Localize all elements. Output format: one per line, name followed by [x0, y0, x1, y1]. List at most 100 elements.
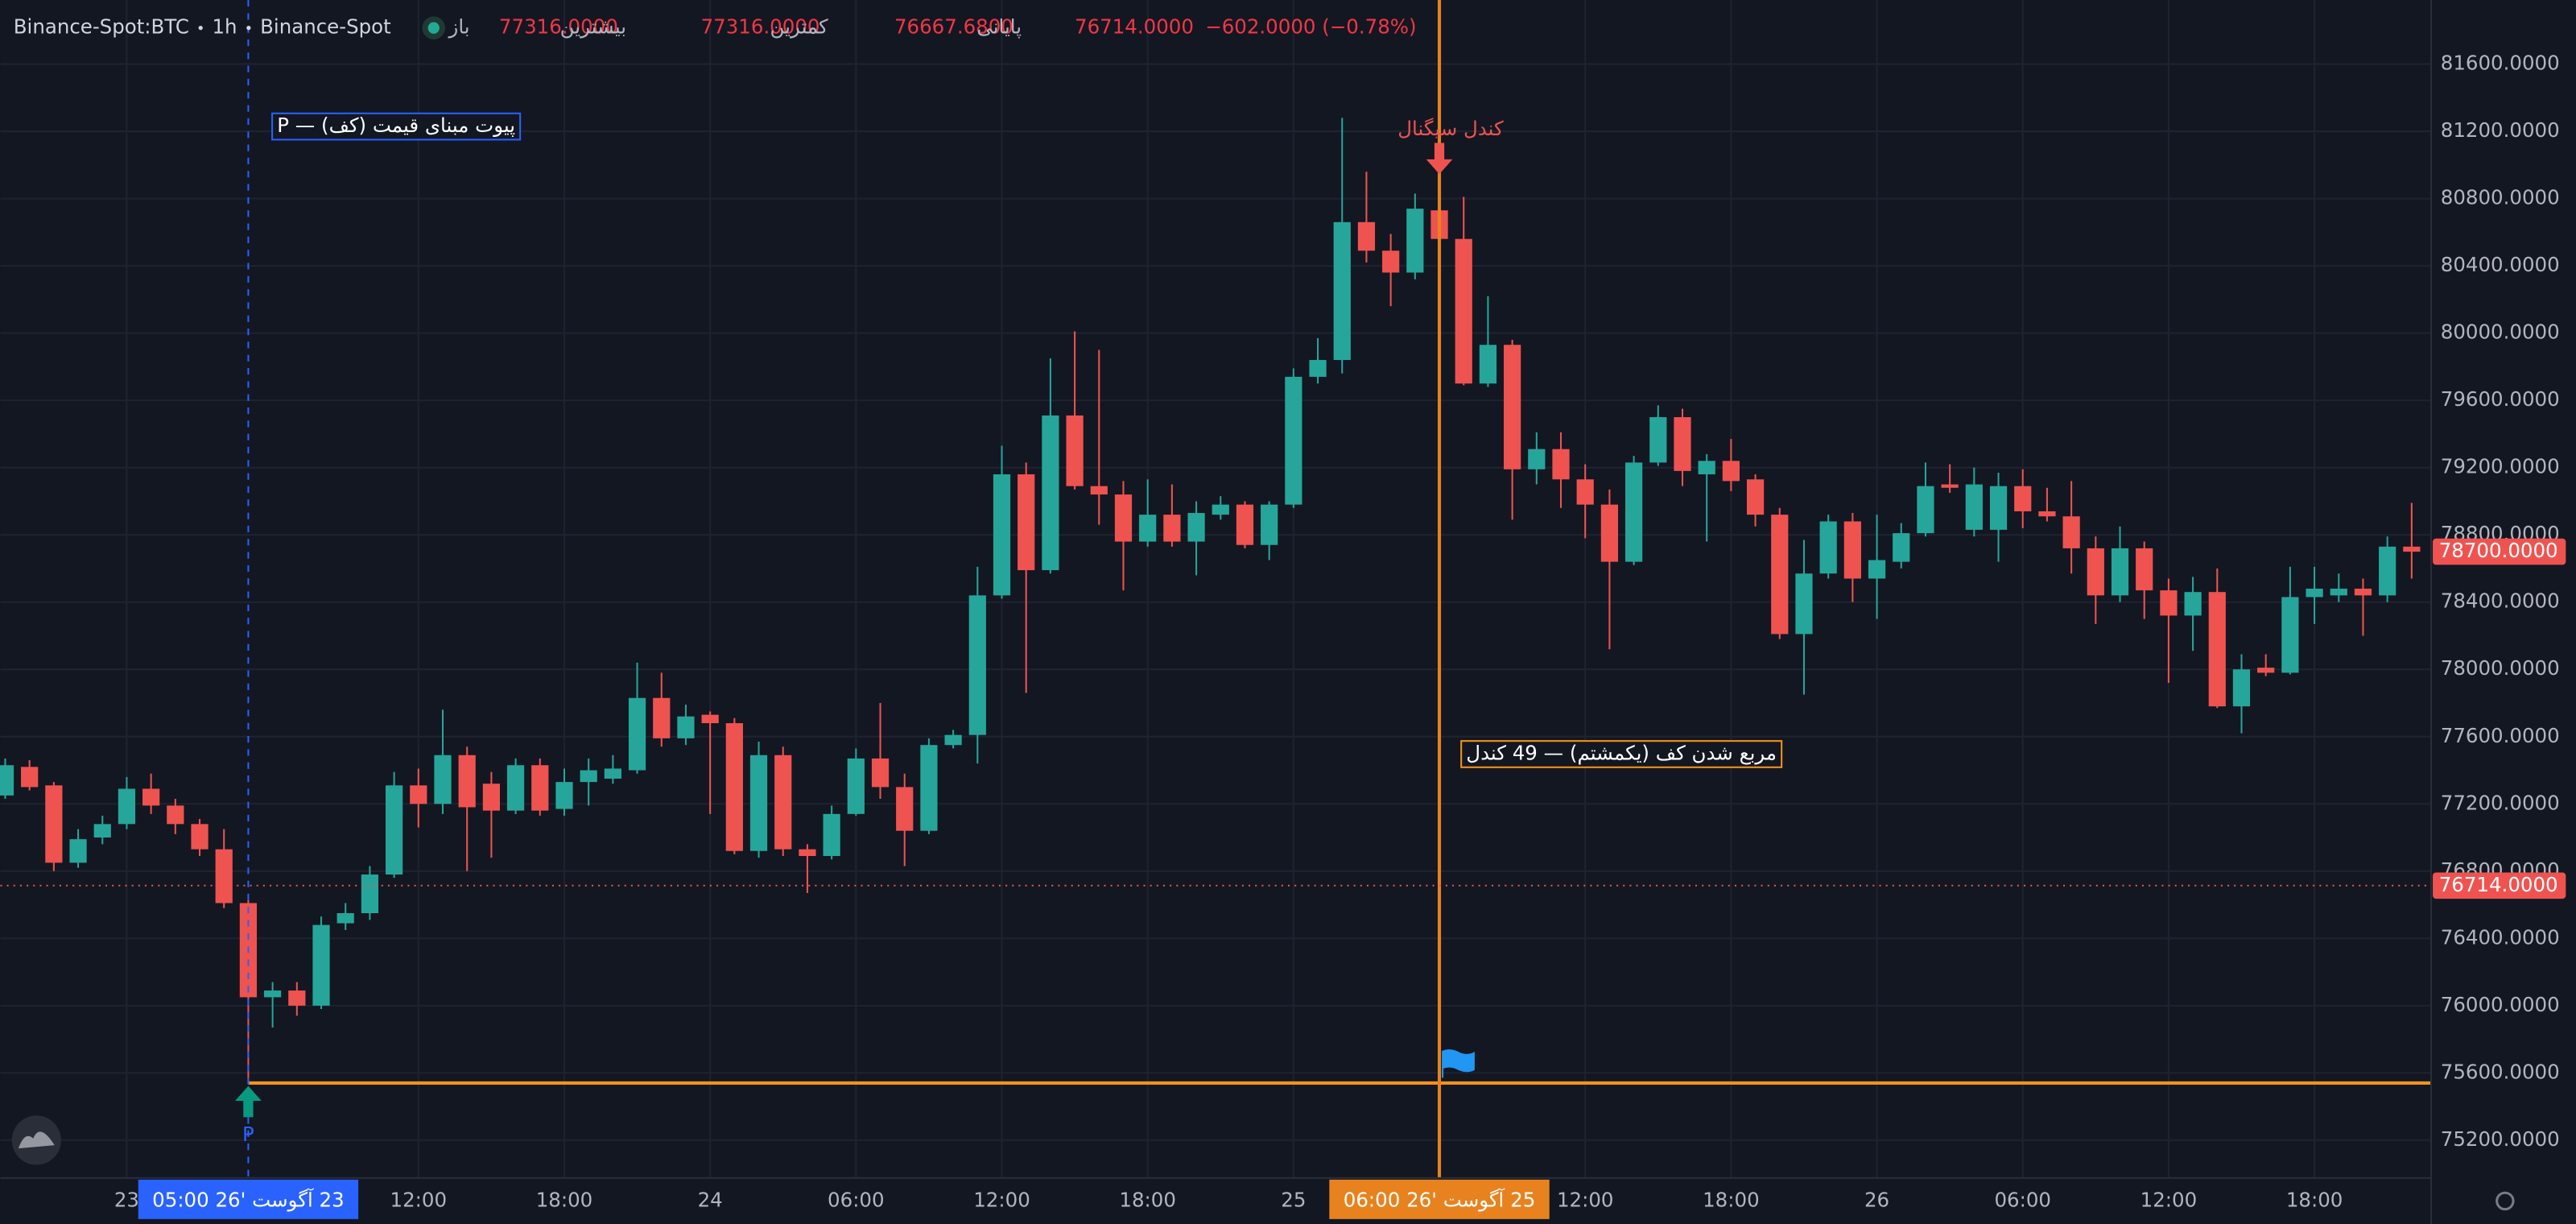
- price-label: 76714.0000: [2439, 873, 2558, 896]
- candle-body: [1576, 479, 1594, 505]
- candle-body: [1941, 484, 1959, 488]
- candle-body: [896, 787, 914, 831]
- x-tick-label: 18:00: [536, 1188, 593, 1211]
- candle-body: [1163, 515, 1181, 542]
- candle-body: [1893, 533, 1910, 562]
- ohlc-label: بیشترین: [560, 15, 626, 39]
- candle-body: [288, 990, 306, 1006]
- candle-body: [142, 788, 160, 806]
- candle-body: [1674, 417, 1691, 471]
- candle-body: [847, 758, 865, 814]
- y-tick-label: 81200.0000: [2441, 118, 2560, 142]
- candle-body: [1649, 417, 1667, 463]
- y-tick-label: 78400.0000: [2441, 589, 2560, 613]
- candle-body: [385, 785, 403, 875]
- candle-body: [1600, 504, 1619, 562]
- candle-body: [1285, 376, 1302, 505]
- candle-body: [0, 765, 14, 796]
- candle-body: [312, 924, 330, 1006]
- candle-body: [1528, 449, 1546, 469]
- candle-body: [215, 849, 233, 904]
- candle-body: [506, 765, 525, 811]
- candle-body: [482, 784, 500, 811]
- y-tick-label: 81600.0000: [2441, 52, 2560, 75]
- x-tick-label: 26: [1864, 1188, 1889, 1211]
- logo-icon: [18, 1131, 55, 1149]
- candle-body: [410, 785, 427, 804]
- ohlc-value: 76667.6800: [894, 15, 1013, 39]
- x-tick-label: 18:00: [2286, 1188, 2343, 1211]
- candle-body: [2330, 589, 2347, 596]
- x-tick-label: 18:00: [1119, 1188, 1176, 1211]
- ohlc-label: کمترین: [770, 15, 828, 39]
- y-tick-label: 80000.0000: [2441, 320, 2560, 344]
- candle-body: [2038, 511, 2056, 517]
- candle-body: [1746, 479, 1765, 515]
- candle-body: [93, 824, 111, 838]
- symbol: Binance-Spot:BTC: [14, 15, 189, 39]
- candle-body: [2111, 548, 2129, 596]
- candle-body: [1552, 449, 1570, 480]
- candle-body: [2403, 546, 2421, 552]
- candle-body: [1382, 250, 1400, 273]
- candle-body: [725, 723, 743, 851]
- candle-body: [1018, 474, 1035, 571]
- y-tick-label: 75200.0000: [2441, 1127, 2560, 1151]
- x-tick-label: 12:00: [390, 1188, 448, 1211]
- y-tick-label: 76000.0000: [2441, 993, 2560, 1016]
- candle-body: [920, 745, 938, 831]
- candle-body: [2257, 668, 2275, 673]
- settings-icon[interactable]: [2496, 1191, 2515, 1211]
- candle-body: [580, 770, 597, 783]
- candle-body: [1455, 238, 1472, 384]
- x-tick-label: 12:00: [2140, 1188, 2198, 1211]
- candle-body: [1187, 513, 1205, 542]
- candle-body: [2160, 590, 2178, 616]
- flag: [1442, 1049, 1475, 1078]
- time-marker-label: 23 آگوست '26 05:00: [152, 1188, 344, 1211]
- ohlc-label: پایانی: [976, 15, 1022, 39]
- y-tick-label: 79600.0000: [2441, 387, 2560, 411]
- x-tick-label: 12:00: [1557, 1188, 1614, 1211]
- candle-body: [993, 474, 1011, 596]
- ohlc-value: 76714.0000: [1075, 15, 1194, 39]
- price-label-box: [2433, 538, 2566, 565]
- x-tick-label: 12:00: [973, 1188, 1030, 1211]
- candle-body: [2306, 589, 2323, 598]
- candle-body: [191, 824, 208, 850]
- candle-body: [2232, 669, 2251, 707]
- candle-body: [944, 734, 962, 746]
- annotation-box: [1460, 740, 1783, 768]
- x-tick-label: 23: [114, 1188, 139, 1211]
- candle-body: [2087, 548, 2104, 596]
- candle-body: [823, 813, 840, 857]
- candle-body: [871, 758, 890, 788]
- grid: [0, 0, 2432, 1178]
- candle-body: [2354, 589, 2372, 596]
- candle-body: [1504, 345, 1521, 469]
- annotation-box: [271, 112, 522, 141]
- y-tick-label: 75600.0000: [2441, 1060, 2560, 1083]
- x-tick-label: 18:00: [1703, 1188, 1760, 1211]
- annotation: P: [242, 1123, 254, 1146]
- candle-body: [2208, 592, 2226, 707]
- candle-body: [1309, 360, 1327, 377]
- candle-body: [1406, 209, 1424, 273]
- candle-body: [1479, 345, 1497, 384]
- candle-body: [361, 874, 379, 914]
- candle-body: [1212, 504, 1229, 515]
- candle-body: [1261, 504, 1278, 545]
- candle-body: [1114, 494, 1133, 542]
- candle-body: [749, 755, 768, 851]
- candle-body: [1989, 486, 2008, 530]
- candle-body: [2014, 486, 2032, 511]
- ohlc-value: 77316.0000: [499, 15, 618, 39]
- ohlc-label: باز: [448, 15, 470, 39]
- candle-body: [1236, 504, 1254, 545]
- candle-body: [118, 788, 136, 825]
- candle-body: [1624, 462, 1643, 562]
- candle-body: [1333, 221, 1351, 361]
- time-marker-box: [1329, 1179, 1550, 1219]
